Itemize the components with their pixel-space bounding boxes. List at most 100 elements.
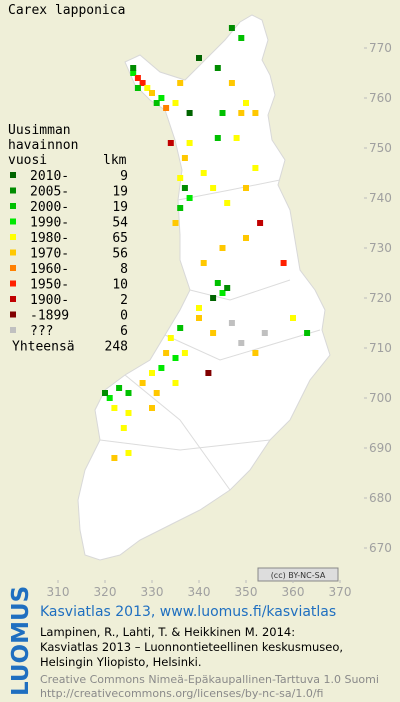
legend-count: 2 [120, 293, 128, 308]
observation-square [102, 390, 108, 396]
observation-square [116, 385, 123, 391]
observation-square [172, 355, 179, 361]
observation-square [177, 175, 184, 181]
observation-square [181, 350, 188, 356]
observation-square [238, 340, 245, 346]
observation-square [186, 140, 193, 146]
observation-square [243, 100, 249, 106]
brand: LUOMUS [8, 586, 34, 696]
y-tick-label: 680 [369, 491, 392, 505]
observation-square [228, 320, 235, 326]
x-tick-label: 320 [94, 585, 117, 599]
observation-square [167, 140, 174, 146]
legend-count: 56 [112, 247, 128, 262]
observation-square [120, 425, 127, 431]
observation-square [134, 75, 141, 81]
observation-square [200, 260, 207, 266]
legend-swatch [10, 218, 16, 225]
observation-square [219, 290, 226, 296]
x-tick-label: 340 [188, 585, 211, 599]
license-text: Creative Commons Nimeä-Epäkaupallinen-Ta… [40, 673, 379, 686]
y-tick-label: 710 [369, 341, 392, 355]
legend-swatch [10, 280, 16, 287]
observation-square [163, 105, 170, 111]
legend-label: 2005- [30, 185, 69, 200]
observation-square [177, 325, 184, 331]
observation-square [158, 95, 165, 101]
y-tick-label: 760 [369, 91, 392, 105]
observation-square [205, 370, 212, 376]
y-tick-label: 750 [369, 141, 392, 155]
observation-square [134, 85, 141, 91]
observation-square [224, 285, 231, 291]
y-tick-label: 730 [369, 241, 392, 255]
legend-count: 54 [112, 216, 128, 231]
legend-count: 19 [112, 200, 128, 215]
y-tick-label: 720 [369, 291, 392, 305]
citation: Helsingin Yliopisto, Helsinki. [40, 655, 202, 669]
observation-square [111, 405, 118, 411]
observation-square [196, 315, 202, 321]
legend-label: -1899 [30, 309, 69, 324]
observation-square [125, 390, 132, 396]
observation-square [219, 245, 226, 251]
legend-label: 2010- [30, 169, 69, 184]
legend-count: 10 [112, 278, 128, 293]
legend-swatch [10, 327, 16, 333]
legend-title: vuosi [8, 153, 47, 168]
observation-square [210, 330, 217, 336]
observation-square [167, 335, 174, 341]
legend-swatch [10, 203, 16, 209]
observation-square [243, 235, 249, 241]
observation-square [163, 350, 170, 356]
legend-count: 8 [120, 262, 128, 277]
legend-count: 6 [120, 324, 128, 339]
x-tick-label: 310 [47, 585, 70, 599]
observation-square [130, 65, 137, 71]
observation-square [233, 135, 240, 141]
observation-square [238, 35, 245, 41]
legend-label: 1970- [30, 247, 69, 262]
observation-square [214, 65, 221, 71]
observation-square [200, 170, 207, 176]
license-badge-box [257, 567, 339, 582]
observation-square [219, 110, 226, 116]
count-header: lkm [103, 153, 127, 168]
total-count: 248 [105, 340, 128, 355]
legend-swatch [10, 172, 16, 178]
observation-square [153, 100, 160, 106]
observation-square [257, 220, 264, 226]
observation-square [139, 80, 146, 86]
y-tick-label: 690 [369, 441, 392, 455]
license-badge: (cc) BY-NC-SA [271, 571, 326, 580]
legend-swatch [10, 296, 16, 302]
legend-count: 9 [120, 169, 128, 184]
legend-label: 1900- [30, 293, 69, 308]
observation-square [130, 70, 137, 76]
legend-swatch [10, 311, 16, 318]
observation-square [196, 305, 202, 311]
observation-square [181, 185, 188, 191]
y-tick-label: 740 [369, 191, 392, 205]
observation-square [125, 410, 132, 416]
observation-square [261, 330, 268, 336]
observation-square [304, 330, 311, 336]
observation-square [290, 315, 296, 321]
observation-square [177, 205, 184, 211]
observation-square [149, 370, 155, 376]
legend-label: 1990- [30, 216, 69, 231]
observation-square [224, 200, 231, 206]
observation-square [252, 110, 259, 116]
finland-outline [77, 14, 331, 561]
x-tick-label: 330 [141, 585, 164, 599]
legend-count: 0 [120, 309, 128, 324]
observation-square [252, 165, 259, 171]
x-tick-label: 360 [282, 585, 305, 599]
map-title: Carex lapponica [8, 3, 125, 18]
observation-square [177, 80, 184, 86]
y-tick-label: 770 [369, 41, 392, 55]
legend-swatch [10, 265, 16, 271]
observation-square [186, 110, 193, 116]
observation-square [139, 380, 146, 386]
observation-square [214, 135, 221, 141]
